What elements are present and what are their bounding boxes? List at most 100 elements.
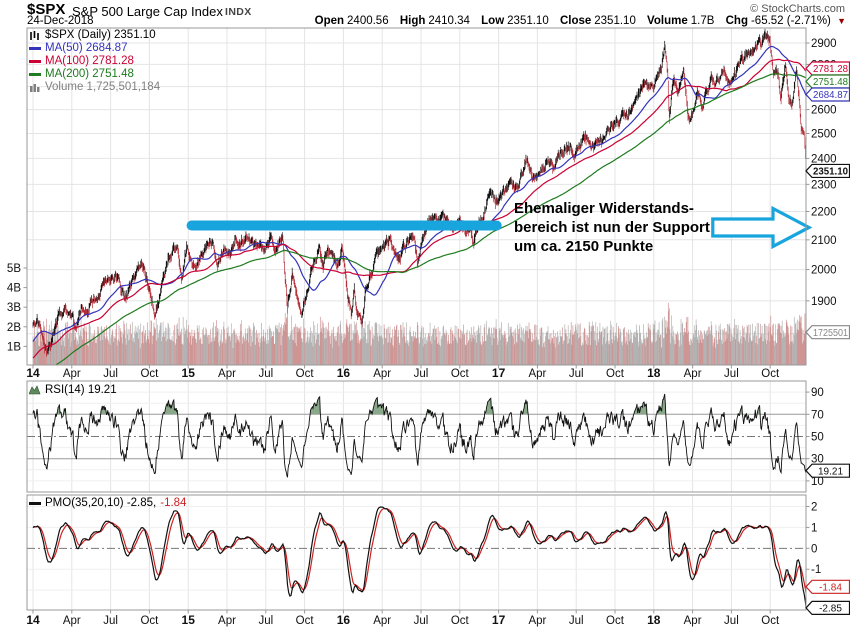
- svg-text:Jul: Jul: [414, 368, 429, 380]
- svg-text:70: 70: [811, 409, 824, 421]
- legend-pmo-label: PMO(35,20,10) -2.85,: [45, 497, 157, 509]
- svg-text:Jul: Jul: [258, 368, 273, 380]
- line-swatch-icon: [29, 46, 44, 51]
- gridlines: [27, 28, 806, 610]
- axis-badge: 2781.28: [805, 61, 850, 76]
- svg-text:15: 15: [182, 366, 196, 380]
- legend-rsi-label: RSI(14) 19.21: [45, 384, 117, 396]
- svg-text:10: 10: [811, 476, 824, 488]
- svg-text:1: 1: [811, 522, 817, 534]
- support-arrow-icon: [711, 205, 813, 250]
- svg-text:2100: 2100: [811, 235, 837, 247]
- svg-text:Oct: Oct: [140, 368, 159, 380]
- ticker-symbol: $SPX: [27, 1, 66, 18]
- svg-text:50: 50: [811, 432, 824, 444]
- svg-text:90: 90: [811, 387, 824, 399]
- svg-text:Apr: Apr: [684, 615, 702, 627]
- legend-ma100-label: MA(100) 2781.28: [45, 55, 134, 67]
- svg-text:Apr: Apr: [684, 368, 702, 380]
- close-value: 2351.10: [594, 15, 636, 27]
- volume-label: Volume: [647, 15, 688, 27]
- legend-ma200: MA(200) 2751.48: [29, 68, 134, 80]
- svg-text:14: 14: [26, 366, 40, 380]
- legend-ma50-label: MA(50) 2684.87: [45, 42, 128, 54]
- support-level-bar: [186, 220, 502, 231]
- svg-text:Oct: Oct: [140, 615, 159, 627]
- axis-badge: 2684.87: [805, 87, 850, 102]
- close-label: Close: [559, 15, 592, 27]
- rsi-line: [32, 393, 806, 478]
- legend-price-series: $SPX (Daily) 2351.10: [29, 29, 156, 41]
- open-value: 2400.56: [347, 15, 389, 27]
- svg-text:16: 16: [337, 366, 351, 380]
- svg-text:2300: 2300: [811, 179, 837, 191]
- axis-badge: 19.21: [805, 463, 850, 478]
- svg-text:Jul: Jul: [103, 615, 118, 627]
- svg-text:Oct: Oct: [296, 368, 315, 380]
- ma200-line: [54, 73, 806, 365]
- low-label: Low: [481, 15, 505, 27]
- pmo-signal-line: [32, 508, 806, 597]
- svg-text:2500: 2500: [811, 129, 837, 141]
- high-value: 2410.34: [428, 15, 470, 27]
- svg-text:Jul: Jul: [569, 368, 584, 380]
- line-swatch-icon: [29, 501, 44, 506]
- open-label: Open: [314, 15, 345, 27]
- rsi-plot: [32, 393, 806, 478]
- svg-text:Jul: Jul: [724, 368, 739, 380]
- svg-text:-2.85: -2.85: [819, 604, 842, 615]
- chg-value: -65.52 (-2.71%): [750, 15, 831, 27]
- index-title: S&P 500 Large Cap Index: [72, 4, 223, 19]
- svg-text:2900: 2900: [811, 38, 837, 50]
- pmo-plot: [32, 506, 806, 610]
- svg-text:Jul: Jul: [569, 615, 584, 627]
- pmo-line: [32, 506, 806, 610]
- legend-ma100: MA(100) 2781.28: [29, 55, 134, 67]
- svg-text:4B: 4B: [7, 283, 21, 295]
- svg-text:Apr: Apr: [63, 615, 81, 627]
- svg-text:Apr: Apr: [373, 615, 391, 627]
- legend-pmo-signal-value: -1.84: [160, 497, 187, 509]
- volume-value: 1.7B: [690, 15, 715, 27]
- svg-text:Oct: Oct: [606, 615, 625, 627]
- axis-badge: 2751.48: [805, 74, 850, 89]
- ma100-line: [32, 58, 806, 359]
- svg-text:2751.48: 2751.48: [813, 77, 848, 88]
- svg-text:17: 17: [492, 366, 506, 380]
- axis-badge: -1.84: [805, 579, 850, 594]
- line-swatch-icon: [29, 72, 44, 77]
- svg-text:Apr: Apr: [373, 368, 391, 380]
- rsi-overbought-fill: [33, 394, 766, 415]
- svg-text:2600: 2600: [811, 105, 837, 117]
- chg-label: Chg: [725, 15, 748, 27]
- legend-pmo: PMO(35,20,10) -2.85, -1.84: [29, 497, 186, 509]
- svg-text:15: 15: [182, 613, 196, 627]
- svg-text:5B: 5B: [7, 263, 21, 275]
- svg-text:-1.84: -1.84: [819, 582, 842, 593]
- legend-price-label: $SPX (Daily) 2351.10: [45, 29, 156, 41]
- svg-text:Apr: Apr: [528, 615, 546, 627]
- legend-ma200-label: MA(200) 2751.48: [45, 68, 134, 80]
- chart-date: 24-Dec-2018: [27, 15, 94, 27]
- line-swatch-icon: [29, 59, 44, 64]
- area-mountain-icon: [29, 385, 44, 395]
- svg-text:Apr: Apr: [218, 368, 236, 380]
- svg-text:2684.87: 2684.87: [813, 90, 848, 101]
- annotation-line-1: Ehemaliger Widerstands-: [514, 200, 694, 217]
- svg-text:1900: 1900: [811, 296, 837, 308]
- axis-badge: 1725501: [805, 325, 850, 340]
- ohlc-bars-icon: [29, 30, 44, 41]
- svg-text:3B: 3B: [7, 302, 21, 314]
- exchange-label: INDX: [225, 6, 252, 18]
- svg-text:Jul: Jul: [258, 615, 273, 627]
- svg-text:Oct: Oct: [296, 615, 315, 627]
- svg-text:Apr: Apr: [63, 368, 81, 380]
- copyright: © StockCharts.com: [750, 3, 845, 15]
- svg-text:2000: 2000: [811, 265, 837, 277]
- svg-text:Apr: Apr: [528, 368, 546, 380]
- annotation-line-3: um ca. 2150 Punkte: [514, 238, 654, 255]
- svg-text:Oct: Oct: [761, 615, 780, 627]
- annotation-line-2: bereich ist nun der Support: [514, 219, 710, 236]
- svg-text:2400: 2400: [811, 153, 837, 165]
- volume-bars: [32, 302, 806, 365]
